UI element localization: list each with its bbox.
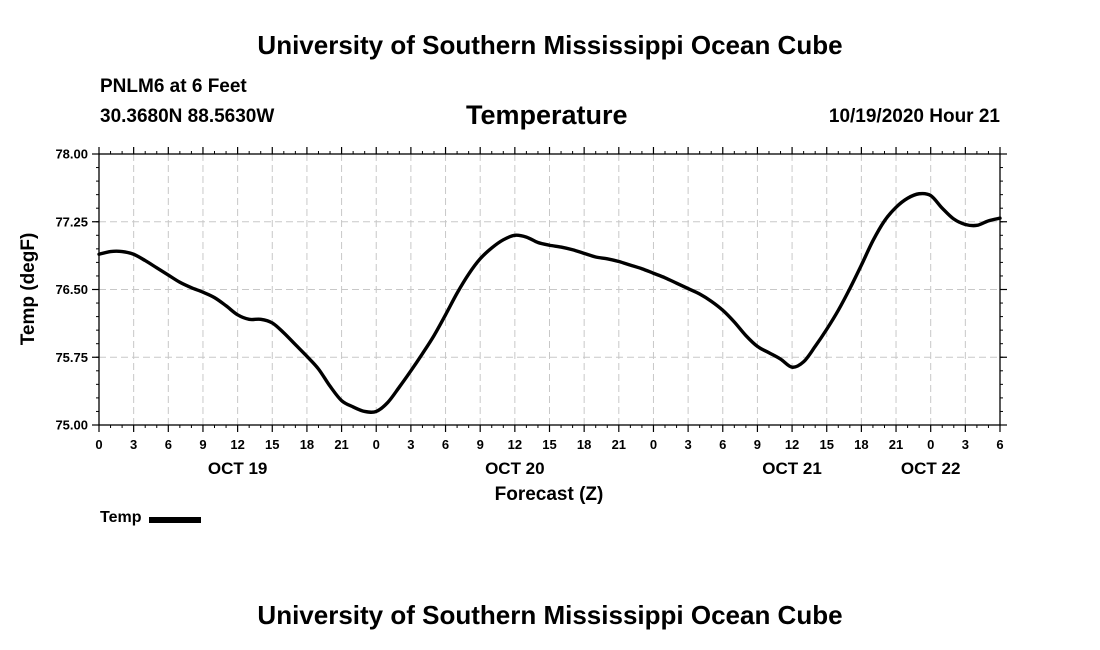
x-tick-label: 12 <box>785 437 799 452</box>
x-tick-label: 6 <box>719 437 726 452</box>
x-day-label: OCT 20 <box>485 459 545 478</box>
temp-series-line <box>97 191 1002 415</box>
grid-lines <box>99 154 1000 425</box>
x-tick-label: 12 <box>508 437 522 452</box>
x-tick-label: 6 <box>996 437 1003 452</box>
x-tick-label: 0 <box>373 437 380 452</box>
x-tick-label: 15 <box>265 437 279 452</box>
legend-label: Temp <box>100 509 142 526</box>
legend-line-swatch <box>149 516 202 523</box>
x-tick-label: 6 <box>442 437 449 452</box>
y-tick-label: 78.00 <box>55 147 88 162</box>
axis-labels: 75.00 75.75 76.50 77.25 78.00 0 3 6 9 12 15 18 21 0 3 6… <box>55 147 1003 479</box>
x-tick-label: 9 <box>199 437 206 452</box>
x-tick-label: 3 <box>130 437 137 452</box>
forecast-issued-time: 10/19/2020 Hour 21 <box>828 106 1000 127</box>
x-day-label: OCT 22 <box>901 459 961 478</box>
x-day-label: OCT 19 <box>208 459 268 478</box>
y-tick-label: 76.50 <box>55 282 88 297</box>
x-tick-label: 21 <box>889 437 903 452</box>
footer-title: University of Southern Mississippi Ocean… <box>257 600 843 630</box>
x-tick-label: 15 <box>542 437 556 452</box>
x-tick-label: 9 <box>477 437 484 452</box>
x-tick-label: 18 <box>854 437 868 452</box>
y-tick-label: 75.00 <box>55 418 88 433</box>
x-tick-label: 0 <box>650 437 657 452</box>
station-name: PNLM6 at 6 Feet <box>100 76 247 97</box>
chart-legend: Temp <box>100 509 202 527</box>
x-tick-label: 18 <box>300 437 314 452</box>
y-axis-title: Temp (degF) <box>18 233 39 346</box>
x-tick-label: 15 <box>819 437 833 452</box>
x-tick-label: 6 <box>165 437 172 452</box>
y-tick-label: 77.25 <box>55 214 88 229</box>
x-tick-label: 3 <box>962 437 969 452</box>
x-tick-label: 12 <box>230 437 244 452</box>
x-tick-label: 21 <box>612 437 626 452</box>
chart-title: Temperature <box>466 100 628 130</box>
x-tick-label: 3 <box>407 437 414 452</box>
x-tick-label: 21 <box>334 437 348 452</box>
station-coordinates: 30.3680N 88.5630W <box>100 106 275 127</box>
x-axis-title: Forecast (Z) <box>495 484 604 505</box>
y-tick-label: 75.75 <box>55 350 88 365</box>
x-tick-label: 18 <box>577 437 591 452</box>
x-tick-label: 3 <box>684 437 691 452</box>
x-tick-label: 0 <box>95 437 102 452</box>
x-tick-label: 0 <box>927 437 934 452</box>
page-title: University of Southern Mississippi Ocean… <box>257 30 843 60</box>
x-day-label: OCT 21 <box>762 459 822 478</box>
x-tick-label: 9 <box>754 437 761 452</box>
axis-ticks <box>92 147 1007 432</box>
